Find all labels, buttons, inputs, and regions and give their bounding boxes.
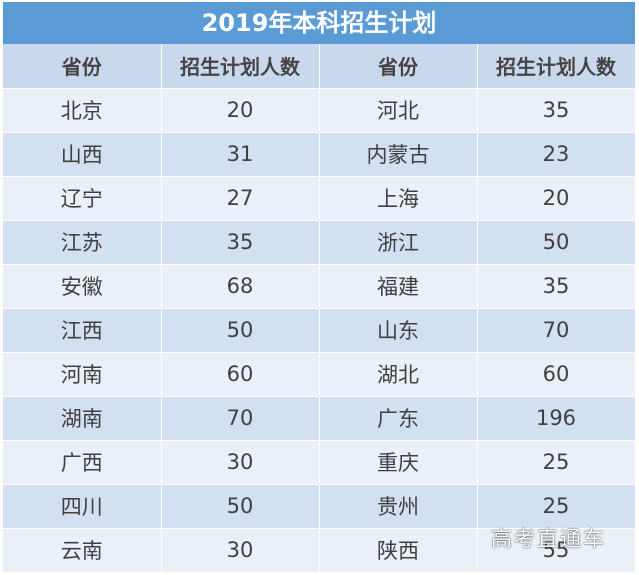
cell-province-right: 福建 — [319, 264, 478, 309]
cell-province-left: 江苏 — [3, 220, 162, 265]
table-row: 云南 30 陕西 55 — [3, 528, 636, 573]
table-row: 广西 30 重庆 25 — [3, 440, 636, 485]
cell-quota-right: 60 — [477, 352, 636, 397]
cell-quota-left: 35 — [161, 220, 320, 265]
cell-province-left: 江西 — [3, 308, 162, 353]
cell-province-left: 湖南 — [3, 396, 162, 441]
header-quota-right: 招生计划人数 — [477, 44, 636, 89]
cell-province-left: 安徽 — [3, 264, 162, 309]
cell-quota-right: 35 — [477, 264, 636, 309]
table-row: 湖南 70 广东 196 — [3, 396, 636, 441]
cell-quota-left: 27 — [161, 176, 320, 221]
cell-province-left: 山西 — [3, 132, 162, 177]
cell-quota-right: 23 — [477, 132, 636, 177]
cell-quota-right: 196 — [477, 396, 636, 441]
table-row: 山西 31 内蒙古 23 — [3, 132, 636, 177]
cell-province-right: 浙江 — [319, 220, 478, 265]
cell-province-left: 北京 — [3, 88, 162, 133]
cell-quota-right: 35 — [477, 88, 636, 133]
table-row: 辽宁 27 上海 20 — [3, 176, 636, 221]
cell-province-right: 湖北 — [319, 352, 478, 397]
cell-province-right: 上海 — [319, 176, 478, 221]
cell-quota-left: 60 — [161, 352, 320, 397]
cell-quota-right: 50 — [477, 220, 636, 265]
cell-quota-left: 70 — [161, 396, 320, 441]
cell-province-right: 重庆 — [319, 440, 478, 485]
cell-province-right: 山东 — [319, 308, 478, 353]
cell-province-left: 辽宁 — [3, 176, 162, 221]
cell-quota-left: 68 — [161, 264, 320, 309]
cell-province-left: 河南 — [3, 352, 162, 397]
table-row: 江苏 35 浙江 50 — [3, 220, 636, 265]
cell-province-right: 贵州 — [319, 484, 478, 529]
cell-quota-right: 25 — [477, 440, 636, 485]
cell-quota-right: 25 — [477, 484, 636, 529]
cell-province-right: 广东 — [319, 396, 478, 441]
table-body: 北京 20 河北 35 山西 31 内蒙古 23 辽宁 27 上海 20 江苏 35 浙江 50 安徽 68 福建 3… — [3, 88, 636, 573]
cell-province-right: 河北 — [319, 88, 478, 133]
table-row: 江西 50 山东 70 — [3, 308, 636, 353]
table-row: 四川 50 贵州 25 — [3, 484, 636, 529]
cell-province-right: 陕西 — [319, 528, 478, 573]
cell-province-left: 广西 — [3, 440, 162, 485]
table-row: 北京 20 河北 35 — [3, 88, 636, 133]
enrollment-table: 省份 招生计划人数 省份 招生计划人数 北京 20 河北 35 山西 31 内蒙古 23 辽宁 2… — [3, 44, 636, 573]
table-title: 2019年本科招生计划 — [3, 2, 635, 44]
cell-quota-right: 20 — [477, 176, 636, 221]
cell-province-left: 云南 — [3, 528, 162, 573]
cell-quota-right: 70 — [477, 308, 636, 353]
header-province-right: 省份 — [319, 44, 478, 89]
cell-quota-left: 50 — [161, 484, 320, 529]
cell-quota-left: 31 — [161, 132, 320, 177]
header-row: 省份 招生计划人数 省份 招生计划人数 — [3, 44, 636, 89]
table-row: 河南 60 湖北 60 — [3, 352, 636, 397]
cell-quota-left: 30 — [161, 528, 320, 573]
cell-province-right: 内蒙古 — [319, 132, 478, 177]
cell-quota-left: 50 — [161, 308, 320, 353]
table-row: 安徽 68 福建 35 — [3, 264, 636, 309]
cell-quota-left: 20 — [161, 88, 320, 133]
cell-quota-right: 55 — [477, 528, 636, 573]
header-quota-left: 招生计划人数 — [161, 44, 320, 89]
cell-quota-left: 30 — [161, 440, 320, 485]
cell-province-left: 四川 — [3, 484, 162, 529]
header-province-left: 省份 — [3, 44, 162, 89]
